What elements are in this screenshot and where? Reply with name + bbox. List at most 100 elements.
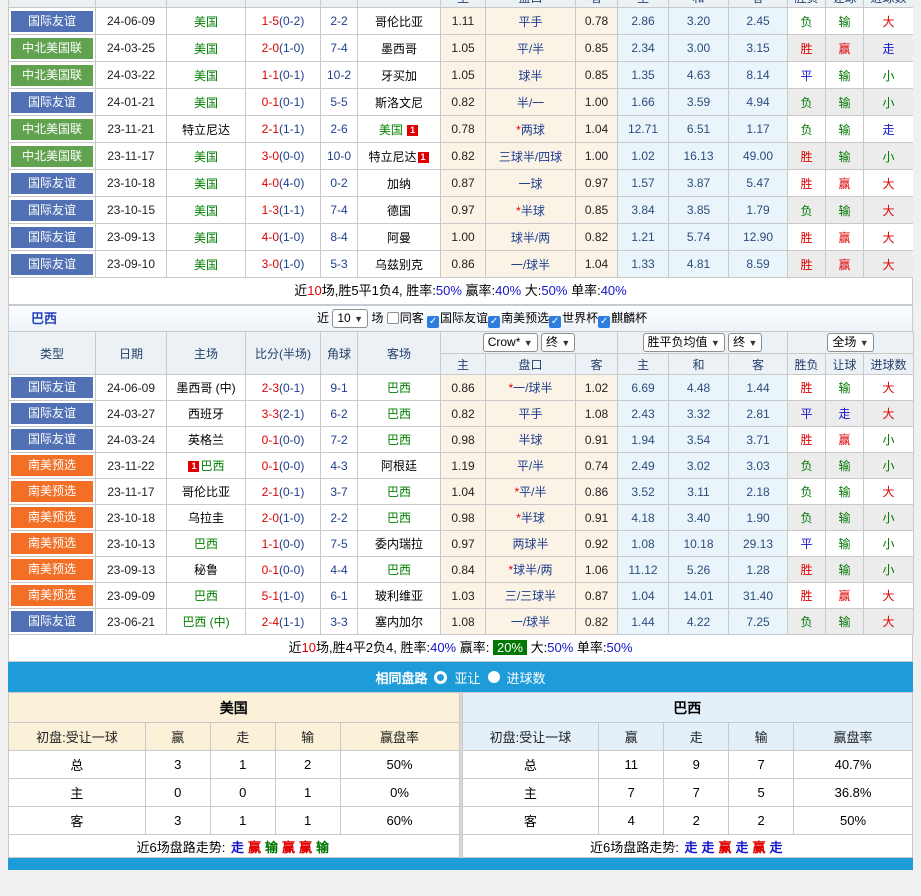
scope-select[interactable]: 全场 ▼ [827,333,874,352]
handicap-result-cell: 赢 [825,223,865,251]
date-cell: 24-03-25 [95,34,167,62]
compare-header-1: 赢 [144,722,211,751]
score-cell: 2-0(1-0) [245,504,321,531]
euro-home-odds-cell: 12.71 [617,115,669,143]
row-label-cell: 总 [461,750,600,779]
euro-final-select[interactable]: 终 ▼ [728,333,763,352]
asia-home-odds-cell: 1.08 [440,608,486,635]
asia-final-select[interactable]: 终 ▼ [541,333,576,352]
fulltime-score: 1-5 [261,14,279,28]
handicap-result-cell: 输 [825,452,865,479]
column-header-4: 角球 [320,331,358,375]
team-name: 巴西 [386,407,411,421]
asia-away-odds-cell: 0.85 [575,196,618,224]
compare-header-row: 初盘:受让一球赢走输赢盘率 [8,722,460,751]
handicap-result-cell: 输 [825,88,865,116]
value-cell: 2 [274,750,341,779]
value-cell: 4 [598,806,665,835]
league-checkbox-kirin[interactable] [598,316,611,328]
compare-body: 美国 初盘:受让一球赢走输赢盘率总 3 1 2 50% 主 0 0 1 0% 客 3 1 1 60% 近6场盘路… [8,692,460,858]
corner-cell: 2-2 [320,7,358,35]
handicap-cell: 球半/两 [485,223,576,251]
corner-cell: 9-1 [320,374,358,401]
value-cell: 60% [339,806,460,835]
halftime-score: (0-0) [279,562,305,577]
trend-char: 走 [230,839,244,855]
corner-cell: 7-5 [320,530,358,557]
home-team-cell: 1 巴西 [166,452,246,479]
league-cell: 南美预选 [8,452,96,479]
compare-header-0: 初盘:受让一球 [8,722,146,751]
value-cell: 7 [663,778,730,807]
summary-segment: 50% [606,640,633,655]
team-name: 德国 [386,203,411,218]
league-checkbox-friendly[interactable] [427,316,440,328]
wdl-result-cell: 负 [787,196,827,224]
league-badge: 中北美国联 [11,145,93,167]
recent-count-select[interactable]: 10 ▼ [332,309,368,329]
same-away-label: 同客 [399,311,424,325]
same-away-checkbox[interactable] [386,312,399,324]
asia-company-select-value: Crow* [487,335,521,349]
fulltime-score: 0-1 [261,562,279,577]
team-name: 特立尼达 [368,149,417,164]
euro-draw-odds-cell: 14.01 [668,582,729,609]
asia-company-select[interactable]: Crow* ▼ [482,333,538,352]
chevron-down-icon: ▼ [561,338,571,348]
league-checkbox-worldcup[interactable] [549,316,562,328]
date-cell: 23-11-17 [95,142,167,170]
score-cell: 3-0(0-0) [245,142,321,170]
euro-away-odds-cell: 3.71 [727,426,789,453]
subcolumn-header-7: 让球 [825,0,865,8]
euro-average-select[interactable]: 胜平负均值 ▼ [642,333,725,352]
wdl-result-cell: 负 [787,7,827,35]
halftime-score: (0-2) [279,14,305,28]
team-name: 委内瑞拉 [374,537,423,551]
euro-away-odds-cell: 2.81 [727,400,789,427]
trend-char: 输 [264,839,278,855]
corner-cell: 7-4 [320,34,358,62]
chevron-down-icon: ▼ [523,338,533,348]
handicap-cell: *球半/两 [485,556,576,583]
euro-draw-odds-cell: 5.26 [668,556,729,583]
euro-draw-odds-cell: 10.18 [668,530,729,557]
match-row: 南美预选 23-10-18 乌拉圭 2-0(1-0) 2-2 巴西 0.98 *半球 0.91 4… [8,504,915,531]
goals-result-cell: 小 [863,530,915,557]
scope-select-value: 全场 [832,335,857,349]
league-checkbox-conmebol[interactable] [488,316,501,328]
handicap-star: * [516,203,521,218]
away-team-cell: 塞内加尔 [357,608,441,635]
halftime-score: (0-1) [279,95,305,109]
asia-away-odds-cell: 1.02 [575,374,618,401]
column-header-3: 比分(半场) [245,0,321,8]
team-name: 墨西哥 [380,41,417,56]
column-header-0: 类型 [8,0,96,8]
value-cell: 2 [663,806,730,835]
asia-away-odds-cell: 0.91 [575,504,618,531]
home-team-cell: 巴西 [166,530,246,557]
handicap-result-cell: 输 [825,196,865,224]
euro-draw-odds-cell: 3.32 [668,400,729,427]
fulltime-score: 0-1 [261,458,279,473]
euro-home-odds-cell: 1.04 [617,582,669,609]
team-name: 塞内加尔 [374,615,423,629]
away-team-cell: 阿曼 [357,223,441,251]
date-cell: 24-01-21 [95,88,167,116]
compare-data-row: 客 3 1 1 60% [8,806,460,835]
asia-away-odds-cell: 0.85 [575,34,618,62]
compare-title: 美国 [8,692,460,723]
euro-odds-group-header: 胜平负均值 ▼ 终 ▼ [616,331,789,354]
table-body: 国际友谊 24-06-09 美国 1-5(0-2) 2-2 哥伦比亚 1.11 平手 0.78 2… [8,7,913,278]
goals-radio[interactable] [487,671,500,683]
asian-handicap-radio[interactable] [434,670,448,684]
away-team-cell: 巴西 [357,426,441,453]
header-controls-row: 类型 日期 主场 比分(半场) 角球 客场 Crow* ▼ 终 ▼ 胜平负均值 ▼ 终 ▼ 全场… [8,331,915,375]
subcolumn-header-1: 盘口 [485,353,576,375]
euro-home-odds-cell: 2.86 [617,7,669,35]
corner-cell: 2-6 [320,115,358,143]
match-row: 国际友谊 23-09-13 美国 4-0(1-0) 8-4 阿曼 1.00 球半/两 0.82 1… [8,223,913,251]
match-row: 国际友谊 24-01-21 美国 0-1(0-1) 5-5 斯洛文尼 0.82 半/一 1.00… [8,88,913,116]
goals-result-cell: 大 [863,196,913,224]
handicap-result-cell: 输 [825,7,865,35]
compare-header-3: 输 [728,722,795,751]
